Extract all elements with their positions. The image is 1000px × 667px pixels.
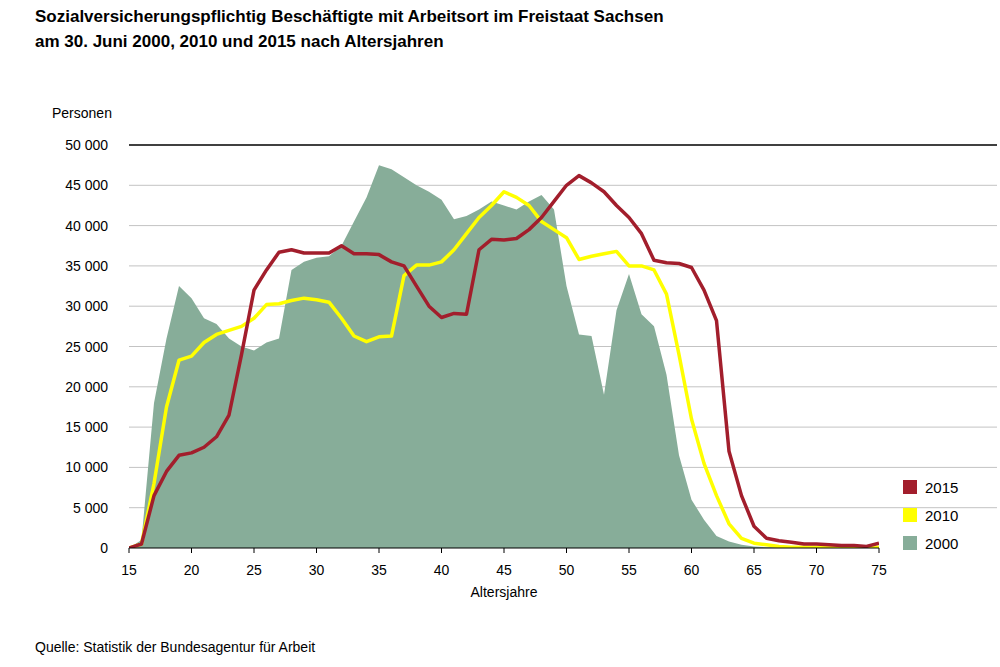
x-tick <box>754 548 755 553</box>
x-tick <box>254 548 255 553</box>
x-tick <box>129 548 130 553</box>
x-tick <box>191 548 192 553</box>
legend-swatch <box>903 480 917 494</box>
y-tick-label: 15 000 <box>65 419 108 435</box>
x-tick-label: 45 <box>496 562 512 578</box>
x-tick-label: 75 <box>871 562 887 578</box>
line <box>129 176 879 548</box>
y-tick-label: 10 000 <box>65 459 108 475</box>
legend-label: 2000 <box>925 535 958 552</box>
line <box>129 192 879 548</box>
plot-area <box>129 165 879 548</box>
x-tick <box>566 548 567 553</box>
grid-line <box>129 185 997 186</box>
legend-label: 2010 <box>925 507 958 524</box>
x-tick-label: 40 <box>434 562 450 578</box>
y-tick-label: 30 000 <box>65 298 108 314</box>
area <box>129 165 879 548</box>
x-tick <box>816 548 817 553</box>
x-tick <box>691 548 692 553</box>
y-tick-label: 0 <box>100 540 108 556</box>
x-tick-label: 25 <box>246 562 262 578</box>
x-tick <box>879 548 880 553</box>
y-tick-label: 40 000 <box>65 218 108 234</box>
x-tick <box>441 548 442 553</box>
legend-label: 2015 <box>925 479 958 496</box>
x-tick-label: 70 <box>809 562 825 578</box>
x-tick-label: 15 <box>121 562 137 578</box>
source: Quelle: Statistik der Bundesagentur für … <box>35 639 315 655</box>
y-tick-label: 45 000 <box>65 177 108 193</box>
x-tick-label: 50 <box>559 562 575 578</box>
legend-swatch <box>903 536 917 550</box>
x-tick-label: 30 <box>309 562 325 578</box>
x-tick-label: 20 <box>184 562 200 578</box>
grid-line <box>129 225 997 226</box>
grid-line <box>129 144 997 146</box>
x-tick-label: 60 <box>684 562 700 578</box>
x-tick <box>504 548 505 553</box>
y-tick-label: 25 000 <box>65 339 108 355</box>
chart: Sozialversicherungspflichtig Beschäftigt… <box>0 0 1000 667</box>
x-tick-label: 55 <box>621 562 637 578</box>
y-axis-label: Personen <box>52 105 112 121</box>
x-tick <box>629 548 630 553</box>
x-tick-label: 65 <box>746 562 762 578</box>
x-tick <box>379 548 380 553</box>
x-tick-label: 35 <box>371 562 387 578</box>
x-tick <box>316 548 317 553</box>
legend-swatch <box>903 508 917 522</box>
y-tick-label: 5 000 <box>73 500 108 516</box>
x-axis-label: Altersjahre <box>471 584 538 600</box>
title: Sozialversicherungspflichtig Beschäftigt… <box>35 7 664 26</box>
subtitle: am 30. Juni 2000, 2010 und 2015 nach Alt… <box>35 32 444 51</box>
y-tick-label: 35 000 <box>65 258 108 274</box>
y-tick-label: 20 000 <box>65 379 108 395</box>
y-tick-label: 50 000 <box>65 137 108 153</box>
